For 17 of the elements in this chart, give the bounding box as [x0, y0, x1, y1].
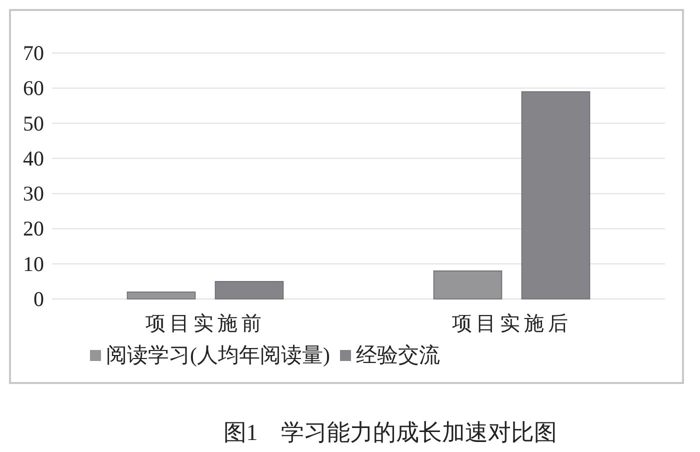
y-tick-label: 50 [23, 111, 44, 136]
y-tick-label: 0 [34, 287, 44, 311]
bar [126, 292, 196, 300]
bar [521, 91, 590, 300]
y-tick-label: 60 [23, 76, 44, 100]
bar [214, 281, 284, 300]
x-tick-label: 项目实施前 [145, 313, 266, 335]
legend-label: 阅读学习(人均年阅读量) [106, 343, 330, 367]
y-tick-label: 40 [23, 146, 44, 170]
legend-label: 经验交流 [356, 343, 440, 367]
y-tick-label: 10 [23, 252, 44, 276]
text: 图1 学习能力的成长加速对比图 [223, 420, 557, 445]
bar [433, 270, 502, 300]
y-tick-label: 20 [23, 216, 44, 241]
y-tick-label: 30 [23, 182, 44, 206]
x-tick-label: 项目实施后 [452, 313, 572, 335]
y-tick-label: 70 [23, 41, 44, 65]
